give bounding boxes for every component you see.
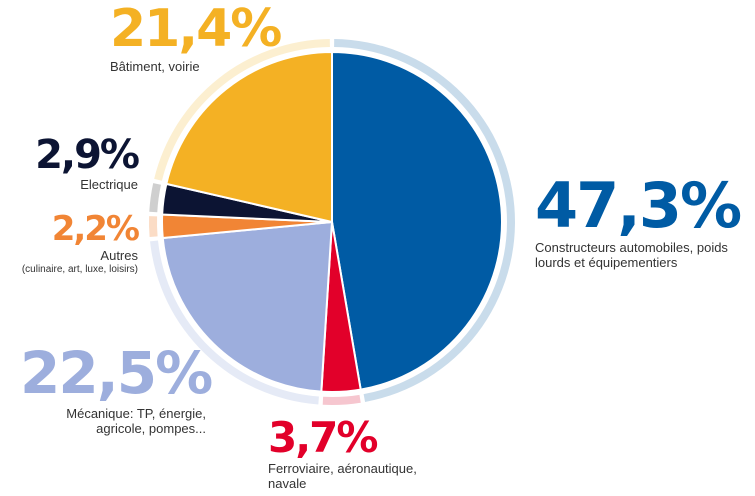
desc-other: Autres (100, 248, 138, 264)
pct-electric: 2,9% (35, 132, 140, 178)
desc-rail: Ferroviaire, aéronautique, navale (268, 461, 417, 492)
pie-ring-1 (322, 394, 361, 406)
pie-ring-3 (148, 216, 158, 238)
label-mechanics: 22,5% Mécanique: TP, énergie, agricole, … (20, 339, 213, 437)
pie-ring-2 (150, 240, 319, 405)
pct-building: 21,4% (110, 0, 282, 59)
label-rail: 3,7% Ferroviaire, aéronautique, navale (268, 413, 468, 492)
label-building: 21,4% Bâtiment, voirie (110, 0, 310, 75)
desc-mechanics: Mécanique: TP, énergie, agricole, pompes… (66, 405, 206, 436)
label-electric: 2,9% Electrique (20, 132, 140, 193)
pct-other: 2,2% (51, 209, 140, 249)
desc-automotive: Constructeurs automobiles, poids lourds … (535, 240, 728, 271)
sublabel-other: (culinaire, art, luxe, loisirs) (21, 264, 138, 276)
pie-ring-4 (149, 183, 161, 213)
label-other: 2,2% Autres (culinaire, art, luxe, loisi… (0, 209, 140, 276)
pct-automotive: 47,3% (535, 169, 742, 242)
pie-slice-2 (161, 220, 334, 393)
label-automotive: 47,3% Constructeurs automobiles, poids l… (535, 170, 755, 271)
pct-rail: 3,7% (268, 413, 378, 462)
desc-electric: Electrique (80, 177, 138, 192)
pie-slice-0 (331, 50, 503, 391)
pct-mechanics: 22,5% (20, 339, 213, 407)
pie-ring-5 (154, 39, 330, 181)
pie-slice-5 (165, 50, 333, 224)
desc-building: Bâtiment, voirie (110, 58, 200, 74)
